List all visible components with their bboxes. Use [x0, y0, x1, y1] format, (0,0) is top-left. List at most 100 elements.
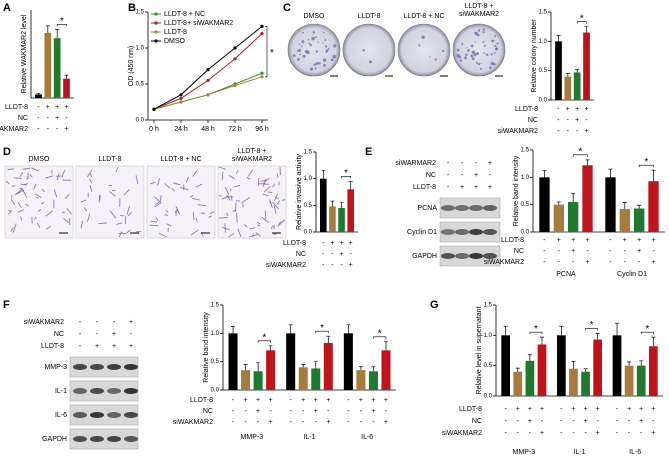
blot-label: IL-1	[55, 388, 67, 395]
colony	[471, 57, 475, 61]
error-bar	[231, 326, 236, 334]
panel-letter: E	[365, 146, 372, 158]
condition-mark: -	[56, 126, 59, 133]
cell	[40, 202, 45, 205]
colony	[429, 56, 431, 58]
colony	[459, 59, 463, 62]
condition-mark: -	[257, 419, 260, 426]
condition-mark: +	[623, 237, 627, 244]
significance: *	[320, 323, 324, 334]
condition-mark: -	[447, 172, 450, 179]
condition-mark: +	[651, 259, 655, 266]
cell	[164, 183, 171, 189]
cell	[175, 206, 180, 215]
blot-band	[124, 364, 138, 370]
cell	[260, 179, 266, 182]
bar	[53, 38, 61, 98]
cell	[21, 188, 28, 198]
colony	[301, 40, 305, 44]
legend-marker	[154, 12, 158, 16]
condition-mark: -	[567, 128, 570, 135]
condition-mark: -	[543, 259, 546, 266]
point	[233, 57, 237, 61]
image-label: LLDT-8 + NC	[403, 13, 444, 20]
bar	[381, 350, 391, 390]
bar	[636, 365, 646, 396]
cell	[109, 191, 116, 197]
colony	[315, 62, 319, 65]
condition-mark: +	[244, 397, 248, 404]
condition-mark: -	[461, 172, 464, 179]
cell	[86, 169, 93, 178]
y-tick-label: 0.0	[211, 388, 220, 394]
colony	[480, 62, 482, 65]
cell	[256, 224, 261, 227]
image-label: LLDT-8	[99, 156, 122, 163]
colony	[309, 67, 314, 71]
condition-label: siWAKMAR2	[0, 126, 28, 133]
condition-mark: -	[360, 419, 363, 426]
error-bar	[608, 168, 613, 178]
significance-bracket	[315, 330, 329, 334]
condition-mark: +	[528, 406, 532, 413]
point	[206, 78, 210, 82]
condition-mark: +	[64, 126, 68, 133]
blot-band	[73, 364, 87, 370]
condition-mark: -	[585, 117, 588, 124]
cell	[89, 185, 93, 192]
condition-mark: +	[256, 397, 260, 404]
point	[260, 75, 264, 79]
condition-mark: +	[112, 343, 116, 350]
colony	[470, 54, 474, 58]
cell	[222, 227, 230, 231]
condition-mark: -	[652, 418, 655, 425]
bar	[593, 339, 603, 396]
cell	[53, 189, 58, 198]
error-bar	[371, 366, 376, 372]
cell	[173, 182, 181, 186]
significance: *	[344, 168, 348, 179]
colony	[322, 42, 324, 44]
condition-mark: +	[584, 418, 588, 425]
colony	[307, 38, 310, 41]
micrograph	[75, 165, 145, 239]
blot-band	[73, 436, 87, 442]
cell	[228, 174, 235, 180]
error-bar	[595, 333, 600, 340]
condition-mark: -	[640, 430, 643, 437]
condition-mark: -	[331, 262, 334, 269]
y-axis-label: Relative invasive activity	[296, 154, 303, 230]
image-label: DMSO	[304, 13, 326, 20]
cell	[171, 188, 175, 192]
blot-band	[483, 205, 497, 211]
condition-mark: -	[572, 259, 575, 266]
significance-bracket	[341, 176, 351, 179]
condition-mark: -	[331, 251, 334, 258]
condition-mark: -	[609, 248, 612, 255]
line	[153, 33, 263, 110]
cell	[17, 209, 25, 213]
error-bar	[627, 361, 632, 366]
blot-band	[441, 205, 455, 211]
legend-label: LLDT-8	[164, 29, 187, 36]
cell	[66, 208, 73, 215]
cell	[158, 232, 167, 238]
condition-mark: +	[651, 237, 655, 244]
condition-mark: -	[65, 115, 68, 122]
colony	[327, 47, 330, 50]
y-tick-label: 1.5	[539, 10, 548, 16]
condition-mark: -	[652, 248, 655, 255]
condition-label: siWAKMAR2	[173, 419, 213, 426]
cell	[35, 196, 39, 199]
y-tick-label: 1.0	[539, 39, 548, 45]
condition-label: LLDT-8	[41, 343, 64, 350]
colony	[482, 28, 486, 31]
point	[152, 107, 156, 111]
y-tick-label: 1.5	[304, 150, 313, 156]
cell	[83, 207, 88, 212]
y-tick-label: 0.0	[539, 98, 548, 104]
condition-label: NC	[54, 331, 64, 338]
condition-mark: +	[584, 406, 588, 413]
cell	[153, 202, 162, 208]
cell	[180, 187, 189, 191]
